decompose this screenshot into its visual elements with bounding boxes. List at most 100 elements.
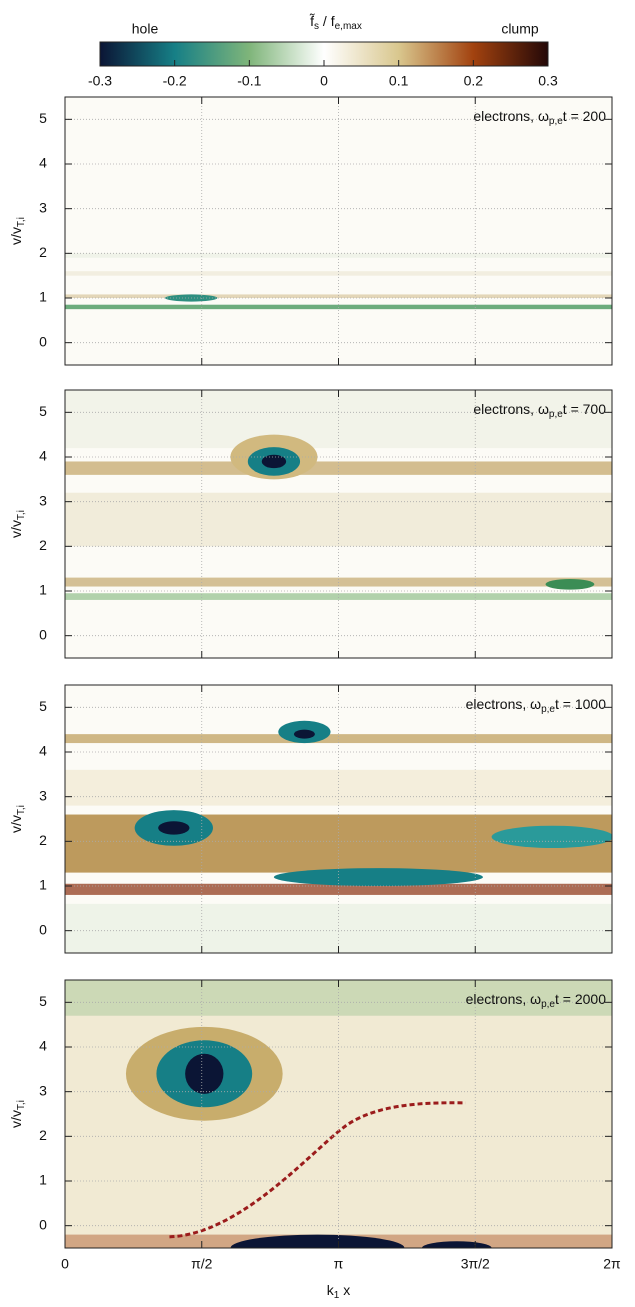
y-axis-label-part: v/v bbox=[8, 227, 24, 245]
heatmap-band bbox=[65, 294, 612, 298]
panel-annotation-part: t = 2000 bbox=[555, 991, 606, 1007]
x-tick-label: π/2 bbox=[191, 1256, 213, 1272]
panel-annotation-part: electrons, ω bbox=[473, 108, 549, 124]
heatmap-band bbox=[65, 304, 612, 310]
y-tick-label: 5 bbox=[39, 403, 47, 419]
y-tick-label: 1 bbox=[39, 289, 47, 305]
colorbar-title-part: f̃ bbox=[309, 12, 315, 28]
panel-frame bbox=[64, 979, 613, 1249]
y-tick-label: 5 bbox=[39, 993, 47, 1009]
colorbar-tick-label: 0.3 bbox=[538, 73, 558, 89]
heatmap bbox=[65, 97, 612, 365]
x-tick-label: 3π/2 bbox=[461, 1256, 490, 1272]
colorbar-title-part: / f bbox=[319, 13, 335, 29]
y-tick-label: 4 bbox=[39, 155, 47, 171]
x-axis-label: k1 x bbox=[327, 1282, 350, 1301]
colorbar-title: f̃s / fe,max bbox=[309, 12, 362, 31]
colorbar-tick-label: 0 bbox=[320, 73, 328, 89]
panel-annotation-part: electrons, ω bbox=[473, 401, 549, 417]
heatmap-band bbox=[65, 980, 612, 1248]
y-tick-label: 2 bbox=[39, 1127, 47, 1143]
heatmap-band bbox=[65, 253, 612, 258]
y-tick-label: 4 bbox=[39, 1038, 47, 1054]
y-axis-label: v/vT,i bbox=[8, 1100, 27, 1128]
panel-annotation-part: p,e bbox=[541, 999, 555, 1010]
panel-annotation-part: p,e bbox=[541, 704, 555, 715]
panel: 0 1 2 3 4 5 bbox=[39, 684, 613, 954]
heatmap-band bbox=[65, 593, 612, 600]
panel-annotation-part: p,e bbox=[549, 409, 563, 420]
y-tick-label: 1 bbox=[39, 582, 47, 598]
heatmap-structure bbox=[421, 1241, 492, 1248]
panel-frame bbox=[64, 96, 613, 366]
heatmap-structure bbox=[261, 454, 287, 469]
heatmap-structure bbox=[273, 868, 483, 886]
y-axis-label-part: v/v bbox=[8, 1110, 24, 1128]
panel-annotation-part: electrons, ω bbox=[466, 991, 542, 1007]
y-tick-label: 3 bbox=[39, 1082, 47, 1098]
panel-annotation: electrons, ωp,et = 200 bbox=[473, 108, 606, 127]
y-tick-label: 0 bbox=[39, 1216, 47, 1232]
separatrix-curve bbox=[169, 1101, 466, 1239]
y-tick-label: 2 bbox=[39, 832, 47, 848]
heatmap-bg bbox=[65, 97, 612, 365]
panel: 0 1 2 3 4 5 bbox=[39, 96, 613, 366]
panel-annotation-part: electrons, ω bbox=[466, 696, 542, 712]
y-tick-label: 3 bbox=[39, 787, 47, 803]
panel-annotation-part: t = 200 bbox=[563, 108, 606, 124]
heatmap-structure bbox=[293, 729, 315, 739]
colorbar-tick-label: -0.2 bbox=[163, 73, 187, 89]
panel: 0 1 2 3 4 5 0 π/2 π 3π/2 2π bbox=[39, 979, 621, 1272]
x-tick-label: 2π bbox=[603, 1256, 621, 1272]
y-axis-label-part: T,i bbox=[16, 1100, 27, 1110]
heatmap-structure bbox=[545, 578, 595, 590]
x-axis-label-part: x bbox=[339, 1282, 350, 1298]
y-axis-label-part: T,i bbox=[16, 217, 27, 227]
x-tick-label: 0 bbox=[61, 1256, 69, 1272]
heatmap-band bbox=[65, 271, 612, 276]
panel: 0 1 2 3 4 5 bbox=[39, 389, 613, 659]
y-tick-label: 5 bbox=[39, 698, 47, 714]
heatmap-structure bbox=[491, 825, 612, 849]
y-axis-label: v/vT,i bbox=[8, 217, 27, 245]
y-tick-label: 4 bbox=[39, 448, 47, 464]
panel-annotation: electrons, ωp,et = 1000 bbox=[466, 696, 607, 715]
y-axis-label-part: v/v bbox=[8, 815, 24, 833]
panel-frame bbox=[64, 389, 613, 659]
heatmap bbox=[65, 390, 612, 658]
x-axis-label-part: k bbox=[327, 1282, 335, 1298]
panel-annotation-part: t = 1000 bbox=[555, 696, 606, 712]
panel-annotation-part: t = 700 bbox=[563, 401, 606, 417]
y-tick-label: 5 bbox=[39, 110, 47, 126]
y-axis-label-part: T,i bbox=[16, 510, 27, 520]
y-tick-label: 0 bbox=[39, 921, 47, 937]
y-tick-label: 0 bbox=[39, 333, 47, 349]
y-tick-label: 0 bbox=[39, 626, 47, 642]
colorbar-left-label: hole bbox=[132, 21, 159, 37]
y-axis-label: v/vT,i bbox=[8, 510, 27, 538]
colorbar-title-part: s bbox=[314, 21, 319, 32]
y-tick-label: 4 bbox=[39, 743, 47, 759]
panel-annotation: electrons, ωp,et = 700 bbox=[473, 401, 606, 420]
colorbar-right-label: clump bbox=[501, 21, 539, 37]
y-tick-label: 3 bbox=[39, 199, 47, 215]
y-tick-label: 1 bbox=[39, 877, 47, 893]
y-tick-label: 1 bbox=[39, 1172, 47, 1188]
panel-annotation: electrons, ωp,et = 2000 bbox=[466, 991, 607, 1010]
heatmap-structure bbox=[185, 1053, 224, 1094]
heatmap bbox=[65, 685, 612, 953]
colorbar-tick-label: -0.3 bbox=[88, 73, 112, 89]
panel-annotation-part: p,e bbox=[549, 116, 563, 127]
y-axis-label-part: v/v bbox=[8, 520, 24, 538]
x-axis-label-part: 1 bbox=[334, 1290, 340, 1301]
y-tick-label: 2 bbox=[39, 537, 47, 553]
panel-frame bbox=[64, 684, 613, 954]
colorbar-tick-label: -0.1 bbox=[237, 73, 261, 89]
colorbar-tick-label: 0.1 bbox=[389, 73, 409, 89]
y-axis-label-part: T,i bbox=[16, 805, 27, 815]
colorbar-tick-label: 0.2 bbox=[464, 73, 484, 89]
colorbar-title-part: e,max bbox=[335, 21, 362, 32]
heatmap-structure bbox=[158, 821, 190, 835]
x-tick-label: π bbox=[334, 1256, 344, 1272]
